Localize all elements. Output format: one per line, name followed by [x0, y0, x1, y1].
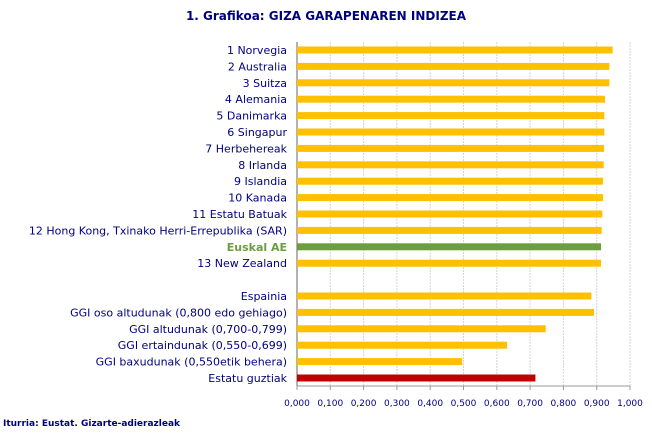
bar — [297, 341, 508, 349]
x-tick-label: 0,300 — [384, 399, 410, 409]
bar — [297, 358, 463, 366]
category-label: 2 Australia — [228, 60, 287, 73]
category-label: 9 Islandia — [234, 175, 287, 188]
category-label: Estatu guztiak — [208, 372, 287, 385]
category-label: 7 Herbehereak — [205, 142, 287, 155]
bar — [297, 95, 606, 103]
bar — [297, 62, 610, 70]
bar — [297, 259, 602, 267]
category-label: GGI baxudunak (0,550etik behera) — [96, 356, 287, 369]
bar — [297, 194, 604, 202]
category-label: 12 Hong Kong, Txinako Herri-Errepublika … — [29, 224, 287, 237]
source-note: Iturria: Eustat. Gizarte-adierazleak — [3, 419, 181, 429]
bar — [297, 177, 604, 185]
x-tick-label: 0,700 — [517, 399, 543, 409]
x-tick-label: 0,100 — [317, 399, 343, 409]
bar — [297, 79, 610, 87]
category-label: 10 Kanada — [228, 192, 287, 205]
category-label: Espainia — [241, 290, 287, 303]
category-label: GGI oso altudunak (0,800 edo gehiago) — [70, 306, 287, 319]
bar — [297, 112, 605, 120]
x-tick-label: 0,200 — [351, 399, 377, 409]
category-label: 1 Norvegia — [227, 44, 287, 57]
bar — [297, 210, 603, 218]
x-tick-label: 0,600 — [484, 399, 510, 409]
category-label: 8 Irlanda — [238, 159, 287, 172]
bar — [297, 144, 605, 152]
category-label: 6 Singapur — [227, 126, 287, 139]
x-tick-label: 0,900 — [584, 399, 610, 409]
chart-title: 1. Grafikoa: GIZA GARAPENAREN INDIZEA — [185, 9, 467, 23]
bar — [297, 325, 546, 333]
x-tick-label: 1,000 — [617, 399, 643, 409]
bar — [297, 243, 602, 251]
x-tick-label: 0,800 — [551, 399, 577, 409]
x-tick-label: 0,400 — [417, 399, 443, 409]
bar — [297, 226, 602, 234]
bar — [297, 161, 604, 169]
category-label: 3 Suitza — [243, 77, 287, 90]
category-label: 11 Estatu Batuak — [192, 208, 287, 221]
category-label: 4 Alemania — [225, 93, 287, 106]
bar — [297, 374, 536, 382]
category-label: GGI ertaindunak (0,550-0,699) — [118, 339, 287, 352]
bar — [297, 128, 605, 136]
category-label: 5 Danimarka — [216, 110, 287, 123]
x-tick-label: 0,500 — [451, 399, 477, 409]
category-label: 13 New Zealand — [197, 257, 287, 270]
x-tick-label: 0,000 — [284, 399, 310, 409]
category-label: Euskal AE — [227, 241, 287, 254]
category-label: GGI altudunak (0,700-0,799) — [129, 323, 287, 336]
bar — [297, 308, 595, 316]
bar — [297, 46, 613, 54]
bar — [297, 292, 592, 300]
